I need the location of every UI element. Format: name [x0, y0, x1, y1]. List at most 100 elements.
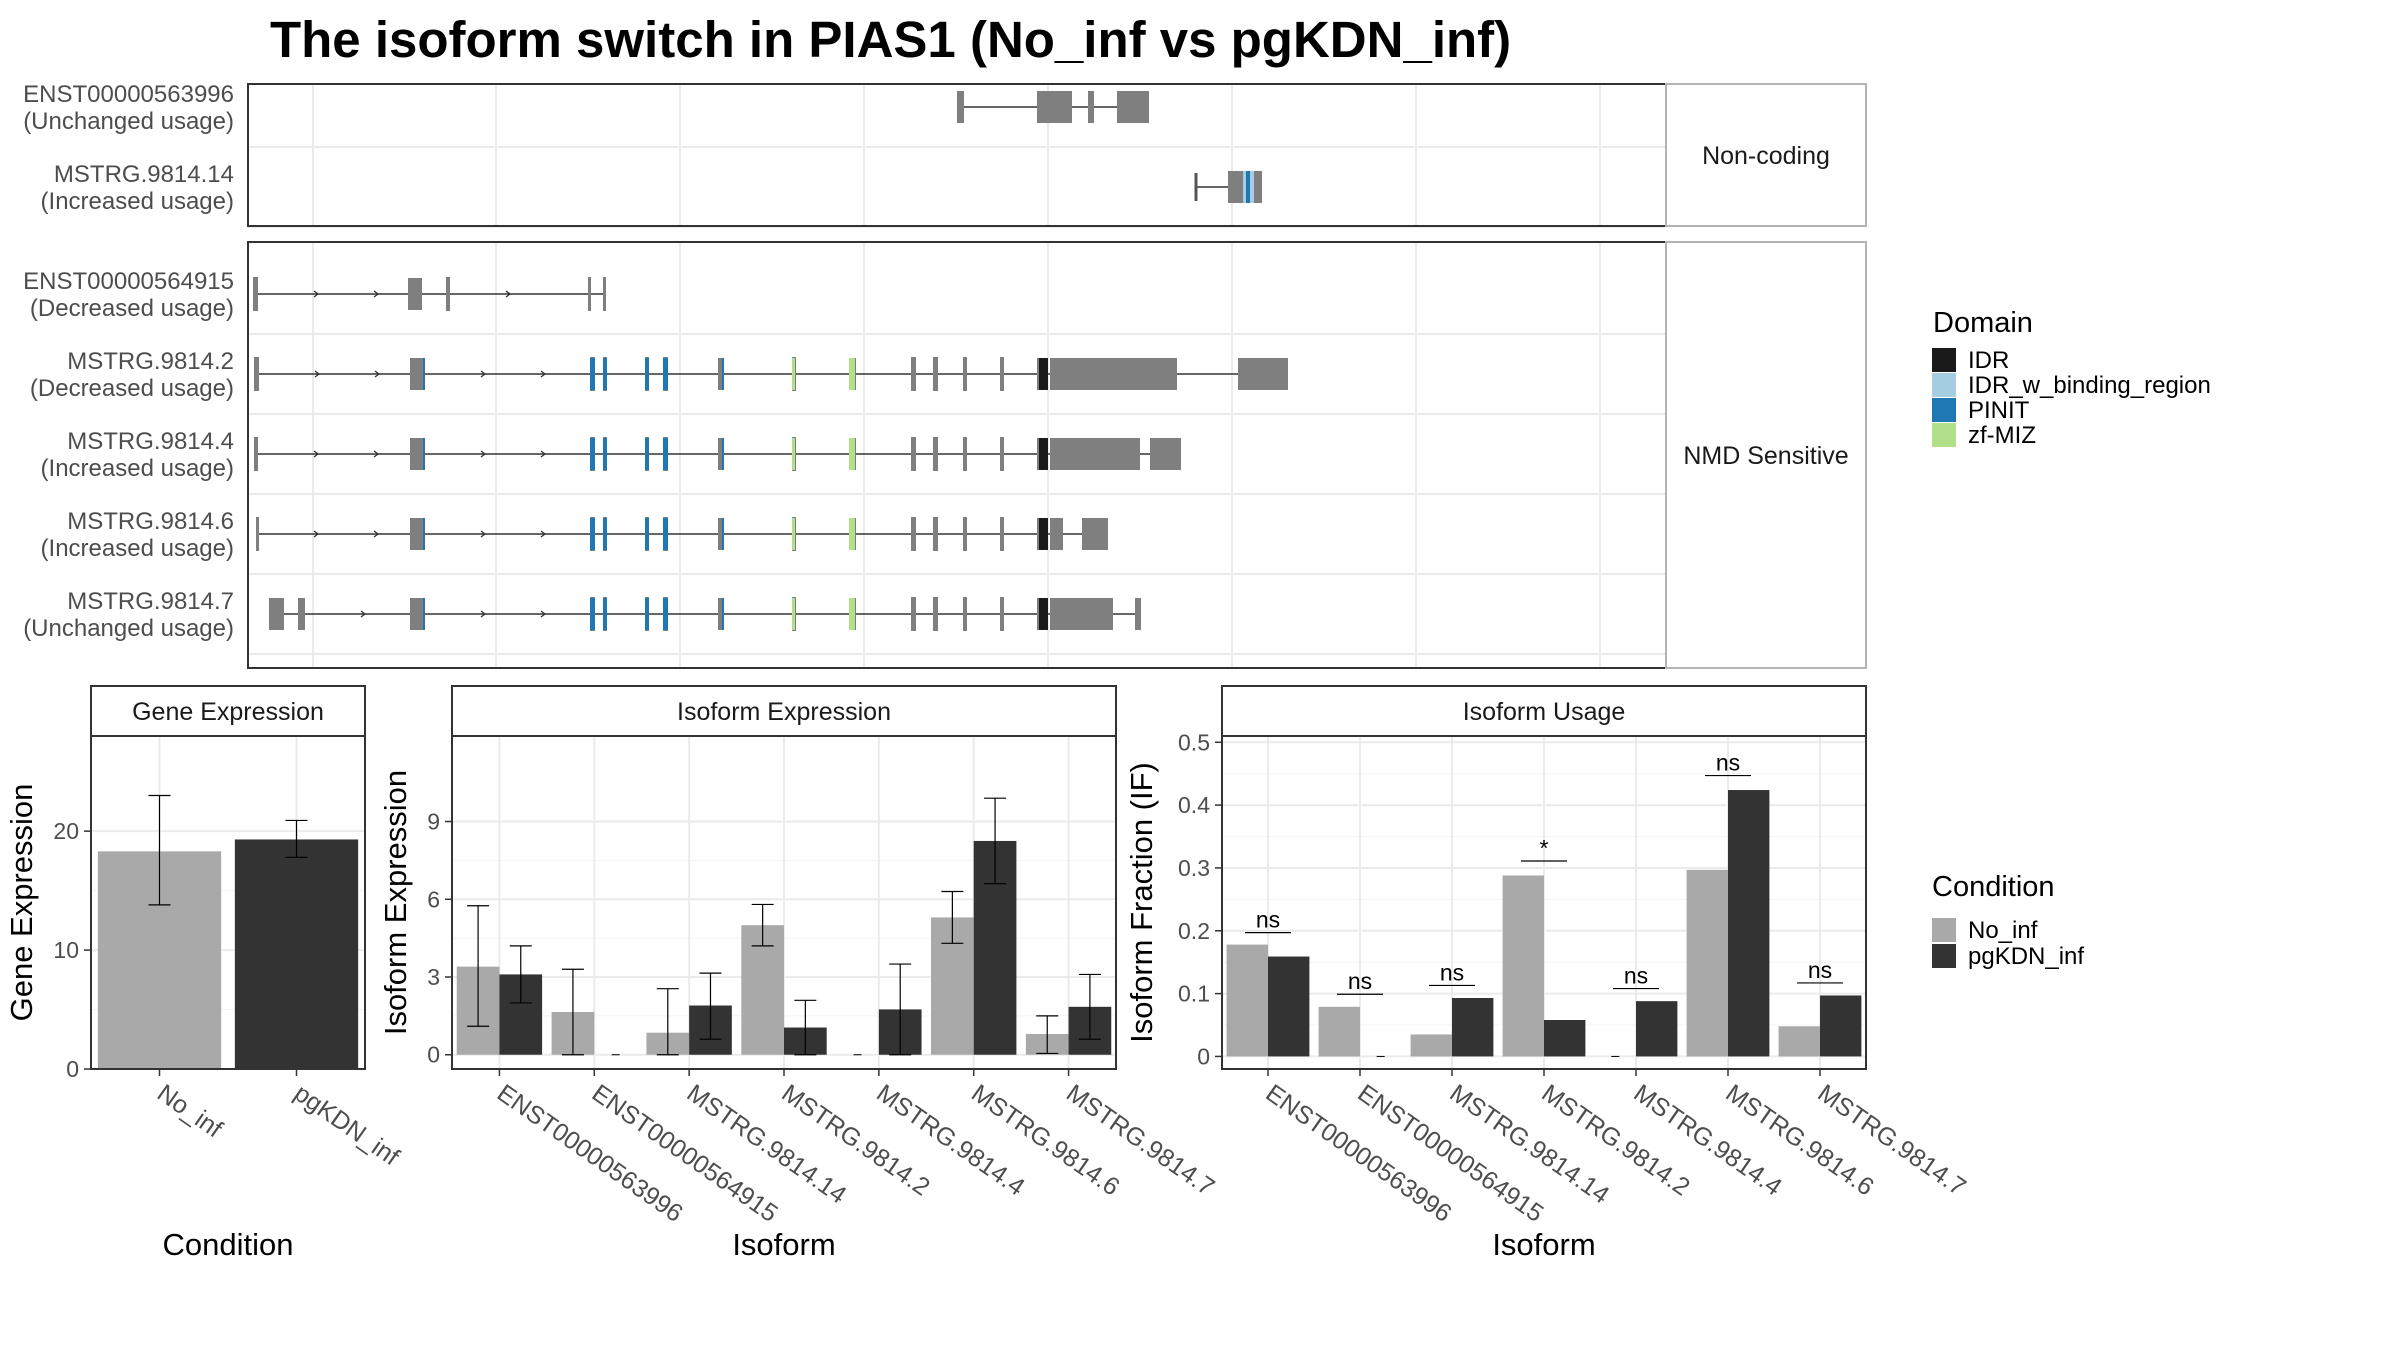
- transcript-ENST00000563996: ENST00000563996(Unchanged usage): [23, 81, 1149, 135]
- transcript-id-label: ENST00000563996: [23, 81, 234, 108]
- exon: [269, 598, 284, 630]
- exon: [256, 517, 259, 551]
- plot-border: [90, 735, 366, 1070]
- transcript-usage-label: (Unchanged usage): [23, 615, 234, 642]
- intron-arrow: [313, 530, 320, 538]
- transcript-usage-label: (Unchanged usage): [23, 108, 234, 135]
- transcript-ENST00000564915: ENST00000564915(Decreased usage): [23, 268, 606, 322]
- domain-PINIT: [603, 438, 607, 470]
- intron-arrow: [480, 450, 487, 458]
- intron-arrow: [540, 370, 547, 378]
- exon: [603, 277, 606, 311]
- domain-IDR: [1039, 438, 1048, 470]
- significance-label: ns: [1624, 963, 1648, 989]
- legend-label: IDR_w_binding_region: [1968, 372, 2211, 399]
- domain-PINIT: [663, 438, 668, 470]
- domain-zf-MIZ: [849, 598, 855, 630]
- facet-strip: [1665, 83, 1867, 227]
- domain-PINIT: [603, 518, 607, 550]
- legend-label: No_inf: [1968, 917, 2038, 944]
- chart-strip-label: Isoform Usage: [1463, 698, 1626, 726]
- exon: [1082, 518, 1108, 550]
- intron-arrow: [314, 370, 321, 378]
- domain-PINIT: [423, 358, 425, 390]
- bar-No_inf: [1410, 1034, 1452, 1057]
- bar-pgKDN_inf: [1820, 995, 1862, 1057]
- facet-background: [248, 242, 1666, 668]
- legend-label: IDR: [1968, 347, 2009, 374]
- y-tick-label: 0: [66, 1056, 79, 1082]
- domain-zf-MIZ: [849, 358, 855, 390]
- exon: [588, 277, 591, 311]
- y-tick-label: 3: [427, 964, 440, 990]
- y-tick-label: 0: [1197, 1043, 1210, 1069]
- domain-PINIT: [423, 438, 425, 470]
- exon: [1050, 518, 1063, 550]
- x-tick-label: MSTRG.9814.7: [1813, 1079, 1971, 1202]
- transcript-usage-label: (Increased usage): [41, 535, 234, 562]
- facet-strip-label: Non-coding: [1702, 142, 1830, 170]
- exon: [1000, 437, 1004, 471]
- exon: [933, 357, 938, 391]
- domain-PINIT: [645, 598, 649, 630]
- transcript-MSTRG.9814.4: MSTRG.9814.4(Increased usage): [41, 428, 1181, 482]
- exon: [911, 517, 916, 551]
- legend-key-IDR_w_binding_region: [1932, 373, 1956, 397]
- transcript-id-label: MSTRG.9814.4: [67, 428, 234, 455]
- x-axis-title: Isoform: [732, 1227, 835, 1262]
- legend-label: PINIT: [1968, 397, 2030, 424]
- x-tick-label: MSTRG.9814.14: [682, 1079, 852, 1210]
- x-tick-label: MSTRG.9814.14: [1445, 1079, 1615, 1210]
- domain-PINIT: [663, 518, 668, 550]
- bar-No_inf: [1318, 1006, 1360, 1057]
- legend-key-zf-MIZ: [1932, 423, 1956, 447]
- exon: [298, 598, 305, 630]
- intron-arrow: [373, 450, 380, 458]
- exon: [963, 357, 967, 391]
- y-tick-label: 6: [427, 886, 440, 912]
- domain-PINIT: [590, 358, 595, 390]
- intron-arrow: [480, 530, 487, 538]
- domain-IDR: [1039, 358, 1048, 390]
- domain-PINIT: [1246, 171, 1250, 203]
- intron-arrow: [360, 610, 367, 618]
- intron-arrow: [373, 290, 380, 298]
- y-axis-title: Gene Expression: [4, 784, 39, 1022]
- significance-label: ns: [1440, 959, 1464, 985]
- exon: [963, 597, 967, 631]
- bar-pgKDN_inf: [234, 839, 359, 1069]
- domain-zf-MIZ: [792, 598, 795, 630]
- y-tick-label: 0: [427, 1042, 440, 1068]
- exon: [911, 597, 916, 631]
- domain-zf-MIZ: [792, 438, 795, 470]
- y-tick-label: 0.3: [1178, 855, 1210, 881]
- domain-IDR: [1039, 518, 1048, 550]
- transcript-MSTRG.9814.14: MSTRG.9814.14(Increased usage): [41, 161, 1262, 215]
- bar-pgKDN_inf: [1452, 998, 1494, 1057]
- transcript-MSTRG.9814.6: MSTRG.9814.6(Increased usage): [41, 508, 1108, 562]
- gene-expression-chart: Gene Expression 0 10 20 No_inf pgKDN_inf Condi…: [4, 685, 404, 1262]
- exon: [410, 438, 425, 470]
- exon: [1088, 91, 1094, 123]
- legend-key-PINIT: [1932, 398, 1956, 422]
- exon: [253, 277, 258, 311]
- condition-legend-title: Condition: [1932, 871, 2055, 903]
- significance-label: ns: [1716, 750, 1740, 776]
- exon: [933, 517, 938, 551]
- intron-arrow: [480, 370, 487, 378]
- transcript-id-label: MSTRG.9814.6: [67, 508, 234, 535]
- exon: [1037, 91, 1072, 123]
- bar-pgKDN_inf: [1268, 956, 1310, 1057]
- isoform-expression-chart: Isoform Expression0369ENST00000563996ENS…: [378, 685, 1219, 1262]
- intron-arrow: [374, 370, 381, 378]
- y-tick-label: 0.1: [1178, 981, 1210, 1007]
- exon: [1117, 91, 1149, 123]
- significance-label: *: [1540, 835, 1549, 861]
- exon: [911, 357, 916, 391]
- bar-No_inf: [1778, 1026, 1820, 1057]
- y-tick-label: 20: [53, 818, 79, 844]
- x-axis-title: Condition: [163, 1227, 294, 1262]
- significance-label: ns: [1348, 968, 1372, 994]
- transcript-usage-label: (Increased usage): [41, 455, 234, 482]
